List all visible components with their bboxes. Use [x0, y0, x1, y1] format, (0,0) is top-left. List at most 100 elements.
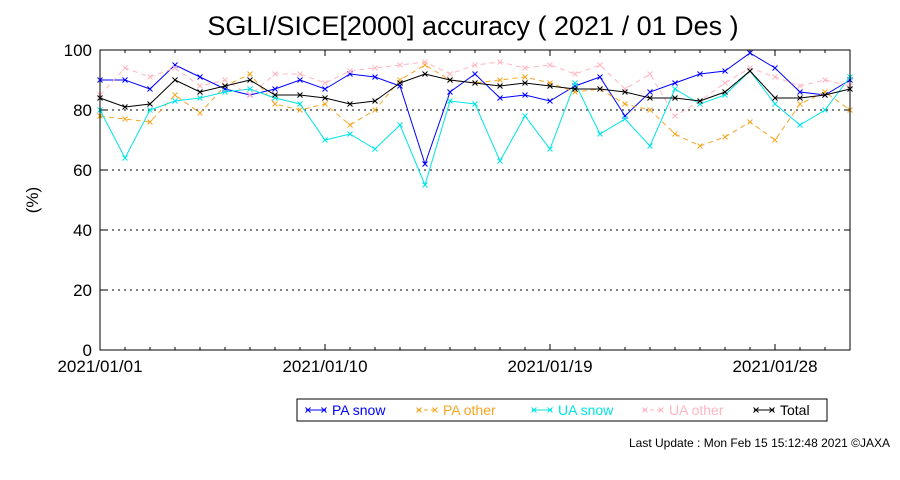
- legend-label: PA snow: [332, 402, 386, 418]
- data-point: [597, 74, 603, 80]
- data-point: [722, 80, 728, 86]
- legend-swatch-marker: [769, 407, 775, 413]
- data-point: [772, 95, 778, 101]
- data-point: [472, 101, 478, 107]
- data-point: [172, 77, 178, 83]
- series-line: [99, 70, 851, 187]
- data-point: [747, 68, 753, 74]
- y-axis-label: (%): [23, 187, 42, 213]
- data-point: [497, 77, 503, 83]
- data-point: [647, 95, 653, 101]
- data-point: [197, 95, 203, 101]
- data-point: [672, 113, 678, 119]
- data-point: [522, 65, 528, 71]
- data-point: [397, 62, 403, 68]
- legend-entry: Total: [753, 402, 810, 418]
- data-point: [147, 107, 153, 113]
- legend-swatch-marker: [753, 407, 759, 413]
- data-point: [797, 122, 803, 128]
- data-point: [422, 161, 428, 167]
- data-point: [647, 71, 653, 77]
- data-point: [322, 86, 328, 92]
- data-point: [772, 74, 778, 80]
- data-point: [747, 119, 753, 125]
- data-point: [372, 107, 378, 113]
- data-point: [547, 62, 553, 68]
- legend-entry: PA snow: [305, 402, 386, 418]
- data-point: [172, 65, 178, 71]
- series-total: [97, 68, 853, 110]
- data-point: [372, 146, 378, 152]
- legend-swatch-marker: [321, 407, 327, 413]
- data-point: [672, 131, 678, 137]
- data-point: [647, 143, 653, 149]
- data-point: [197, 83, 203, 89]
- legend-swatch-marker: [547, 407, 553, 413]
- data-point: [772, 65, 778, 71]
- data-point: [722, 134, 728, 140]
- data-point: [297, 77, 303, 83]
- data-point: [147, 119, 153, 125]
- data-point: [472, 62, 478, 68]
- data-point: [322, 137, 328, 143]
- data-point: [272, 86, 278, 92]
- data-point: [222, 89, 228, 95]
- chart-title: SGLI/SICE[2000] accuracy ( 2021 / 01 Des…: [207, 11, 738, 41]
- data-point: [797, 89, 803, 95]
- data-point: [547, 146, 553, 152]
- series-line: [99, 70, 851, 108]
- y-tick-label: 60: [73, 161, 92, 180]
- y-axis-ticks: 0 20 40 60 80 100: [64, 41, 850, 360]
- y-tick-label: 0: [83, 341, 92, 360]
- legend-swatch-marker: [531, 407, 537, 413]
- data-point: [497, 59, 503, 65]
- data-point: [672, 95, 678, 101]
- data-point: [322, 80, 328, 86]
- data-point: [372, 65, 378, 71]
- data-point: [547, 83, 553, 89]
- series-ua-snow: [97, 68, 853, 188]
- data-point: [797, 101, 803, 107]
- x-tick-label: 2021/01/01: [57, 357, 142, 376]
- legend-swatch-marker: [305, 407, 311, 413]
- data-point: [372, 98, 378, 104]
- x-tick-label: 2021/01/28: [732, 357, 817, 376]
- data-point: [272, 92, 278, 98]
- data-point: [597, 62, 603, 68]
- y-tick-label: 80: [73, 101, 92, 120]
- data-point: [522, 80, 528, 86]
- data-point: [772, 101, 778, 107]
- legend-label: UA other: [669, 402, 724, 418]
- data-point: [772, 137, 778, 143]
- legend-swatch-marker: [416, 407, 422, 413]
- data-point: [347, 101, 353, 107]
- legend-label: UA snow: [558, 402, 614, 418]
- legend-swatch-marker: [658, 407, 664, 413]
- data-point: [347, 122, 353, 128]
- x-tick-label: 2021/01/10: [282, 357, 367, 376]
- data-point: [797, 83, 803, 89]
- data-point: [222, 83, 228, 89]
- data-point: [122, 65, 128, 71]
- data-point: [447, 71, 453, 77]
- data-point: [197, 110, 203, 116]
- data-point: [447, 98, 453, 104]
- data-point: [722, 68, 728, 74]
- data-point: [322, 101, 328, 107]
- data-point: [697, 143, 703, 149]
- data-point: [397, 80, 403, 86]
- data-point: [797, 95, 803, 101]
- data-point: [297, 71, 303, 77]
- data-point: [272, 101, 278, 107]
- data-point: [647, 89, 653, 95]
- data-point: [722, 89, 728, 95]
- data-point: [122, 155, 128, 161]
- data-point: [697, 71, 703, 77]
- x-tick-label: 2021/01/19: [507, 357, 592, 376]
- data-point: [597, 86, 603, 92]
- series-pa-other: [97, 62, 853, 149]
- y-tick-label: 40: [73, 221, 92, 240]
- y-tick-label: 20: [73, 281, 92, 300]
- data-point: [122, 77, 128, 83]
- y-tick-label: 100: [64, 41, 92, 60]
